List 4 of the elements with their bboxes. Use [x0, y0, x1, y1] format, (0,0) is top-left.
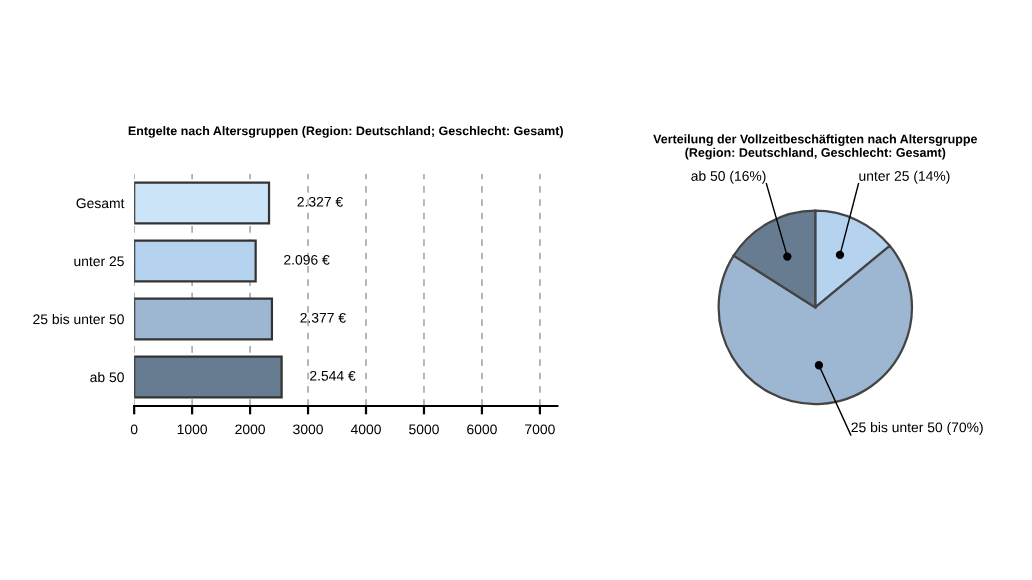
bar — [134, 355, 283, 399]
bar — [134, 239, 257, 283]
bar — [134, 297, 274, 341]
bar — [134, 181, 271, 225]
